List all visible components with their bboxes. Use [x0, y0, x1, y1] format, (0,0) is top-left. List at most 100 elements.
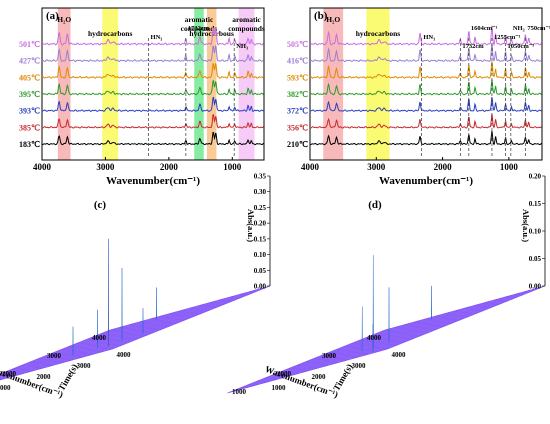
- z-tick-label-4: 0.20: [254, 220, 267, 228]
- y-tick-label-0: 1000: [0, 384, 11, 392]
- surface-peak-2: [361, 306, 363, 352]
- panel-label: (c): [94, 199, 107, 211]
- surface-peak-3: [72, 326, 74, 356]
- panel-label: (d): [368, 199, 382, 211]
- z-tick-label-4: 0.20: [529, 173, 542, 181]
- annotation-label-5: 1732cm: [462, 43, 484, 50]
- surface-grid: [267, 318, 426, 383]
- surface-grid: [0, 321, 141, 378]
- x-tick-label-2: 2000: [2, 370, 17, 378]
- surface-grid: [0, 329, 111, 375]
- band-label-3: hydrocarbous: [189, 29, 234, 38]
- y-tick-label-1: 2000: [37, 373, 52, 381]
- x-tick-label-0: 4000: [367, 334, 382, 342]
- x-tick-label-1: 3000: [367, 162, 386, 172]
- surface-peak-4: [372, 323, 374, 353]
- series-label-1: 385℃: [19, 123, 40, 132]
- series-line-3: [41, 80, 264, 96]
- surface-grid: [277, 316, 436, 380]
- series-label-2: 372℃: [287, 107, 308, 116]
- band-2: [194, 8, 204, 160]
- annotation-label-1: HN₃: [151, 34, 163, 41]
- z-tick-label-3: 0.15: [254, 235, 267, 243]
- z-tick-label-6: 0.30: [254, 188, 267, 196]
- band-label-1: hydrocarbons: [356, 29, 401, 38]
- x-tick-label-1: 3000: [322, 352, 337, 360]
- z-tick-label-1: 0.05: [529, 255, 542, 263]
- surface-grid: [247, 324, 406, 388]
- band-0: [57, 8, 71, 160]
- x-tick-label-2: 2000: [160, 162, 179, 172]
- surface-grid: [327, 302, 486, 366]
- surface-peak-1: [388, 287, 390, 344]
- surface-peak-0: [107, 238, 110, 347]
- z-tick-label-3: 0.15: [529, 200, 542, 208]
- panel-c-surface: (c) 0.00 0.05 0.10 0.15 0.20 0.25 0.30 0.35 Abs(a…: [0, 173, 271, 400]
- annotation-label-2: 1050cm⁻¹: [508, 43, 535, 50]
- x-axis-label: Wavenumber(cm⁻¹): [106, 175, 200, 187]
- x-tick-label-2: 2000: [434, 162, 453, 172]
- band-1: [102, 8, 119, 160]
- surface-grid: [237, 327, 396, 391]
- z-tick-label-1: 0.05: [254, 267, 267, 275]
- z-axis-label: Abs(a.u.): [521, 209, 531, 242]
- series-label-3: 395℃: [19, 90, 40, 99]
- annotation-label-1: 1255cm⁻¹: [494, 34, 521, 41]
- surface-grid: [297, 310, 456, 374]
- surface-grid: [347, 296, 506, 361]
- y-tick-label-1: 2000: [312, 373, 327, 381]
- series-label-0: 210℃: [287, 140, 308, 149]
- band-label-0: H₂O: [57, 15, 71, 24]
- x-tick-label-3: 1000: [223, 162, 242, 172]
- y-tick-label-3: 4000: [392, 351, 407, 359]
- x-tick-label-0: 4000: [33, 162, 52, 172]
- surface-peak-1: [121, 267, 123, 342]
- surface-grid: [12, 313, 171, 377]
- z-tick-label-7: 0.35: [254, 173, 267, 181]
- x-tick-label-2: 2000: [277, 370, 292, 378]
- series-line-2: [41, 96, 264, 112]
- series-line-5: [41, 45, 264, 63]
- surface-grid: [2, 316, 161, 380]
- x-tick-label-0: 4000: [301, 162, 320, 172]
- annotation-label-4: HN₃: [423, 34, 435, 41]
- band-0: [323, 8, 344, 160]
- surface-peak-2: [96, 309, 99, 349]
- band-label-0: H₂O: [326, 15, 340, 24]
- series-line-5: [309, 43, 542, 63]
- panel-b-spectra: (b)H₂O hydrocarbons 210℃ 356℃ 372℃ 382℃ 593℃ 41…: [287, 7, 550, 187]
- series-line-0: [41, 132, 264, 146]
- x-tick-label-1: 3000: [47, 352, 62, 360]
- annotation-label-0: 1732cm: [188, 25, 210, 32]
- surface-grid: [52, 302, 211, 366]
- series-label-6: 501℃: [19, 40, 40, 49]
- panel-a-spectra: (a)H₂O hydrocarbons aromatic compoundshydro…: [19, 7, 265, 187]
- surface-grid: [387, 285, 546, 350]
- plot-frame: [309, 7, 543, 161]
- surface-grid: [377, 288, 536, 352]
- series-label-5: 416℃: [287, 57, 308, 66]
- band-label-1: hydrocarbons: [88, 29, 133, 38]
- series-line-1: [309, 114, 542, 129]
- surface-grid: [22, 310, 181, 374]
- annotation-label-0: 1604cm⁻¹: [471, 25, 498, 32]
- band-3: [206, 8, 217, 160]
- surface-grid: [42, 305, 201, 369]
- y-axis-label: Time(s): [56, 362, 79, 392]
- surface-grid: [0, 318, 151, 380]
- surface-grid: [227, 329, 386, 394]
- y-tick-label-2: 3000: [352, 362, 367, 370]
- series-line-4: [41, 62, 265, 79]
- surface-grid: [92, 291, 251, 355]
- series-line-4: [309, 61, 543, 79]
- annotation-label-3: 750cm⁻¹: [527, 25, 550, 32]
- z-tick-label-2: 0.10: [254, 251, 267, 259]
- surface-grid: [0, 324, 131, 377]
- series-line-1: [41, 113, 264, 129]
- series-line-3: [309, 79, 542, 96]
- plot-frame: [41, 7, 265, 161]
- y-tick-label-3: 4000: [117, 351, 132, 359]
- y-axis-label: Time(s): [331, 362, 354, 392]
- surface-peak-4: [155, 287, 158, 320]
